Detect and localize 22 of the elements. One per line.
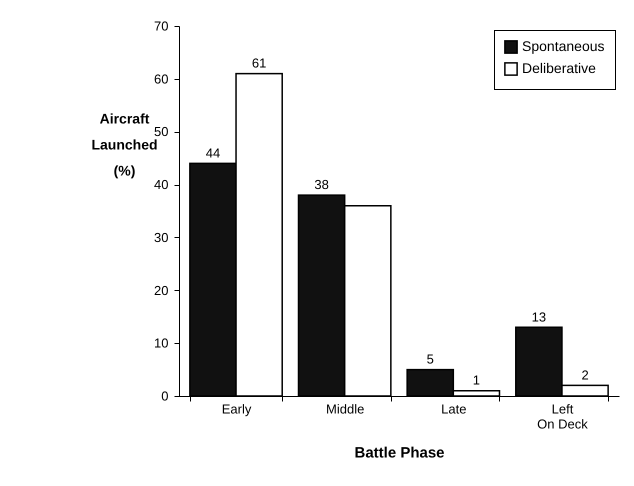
data-label: 13 <box>532 309 546 324</box>
x-tick-label: Early <box>222 402 252 416</box>
data-label: 5 <box>426 352 434 367</box>
y-tick-label: 50 <box>154 124 168 140</box>
legend-label: Deliberative <box>522 60 596 76</box>
y-tick-label: 70 <box>154 18 168 34</box>
y-tick-label: 20 <box>154 282 168 298</box>
legend-label: Spontaneous <box>522 38 605 54</box>
y-tick-label: 40 <box>154 177 168 192</box>
data-label: 61 <box>252 56 266 71</box>
x-axis-title: Battle Phase <box>354 444 445 462</box>
data-label: 2 <box>581 367 589 382</box>
x-tick-label: Late <box>441 402 466 416</box>
data-label: 38 <box>314 177 329 192</box>
y-tick-label: 30 <box>154 230 168 245</box>
x-tick-label: Middle <box>326 402 364 416</box>
y-tick-label: 10 <box>154 336 168 351</box>
x-tick-label: Left On Deck <box>537 402 588 432</box>
y-tick-label: 0 <box>161 388 168 404</box>
data-label: 44 <box>206 145 220 160</box>
y-tick-label: 60 <box>154 71 168 86</box>
data-label: 1 <box>472 372 480 388</box>
